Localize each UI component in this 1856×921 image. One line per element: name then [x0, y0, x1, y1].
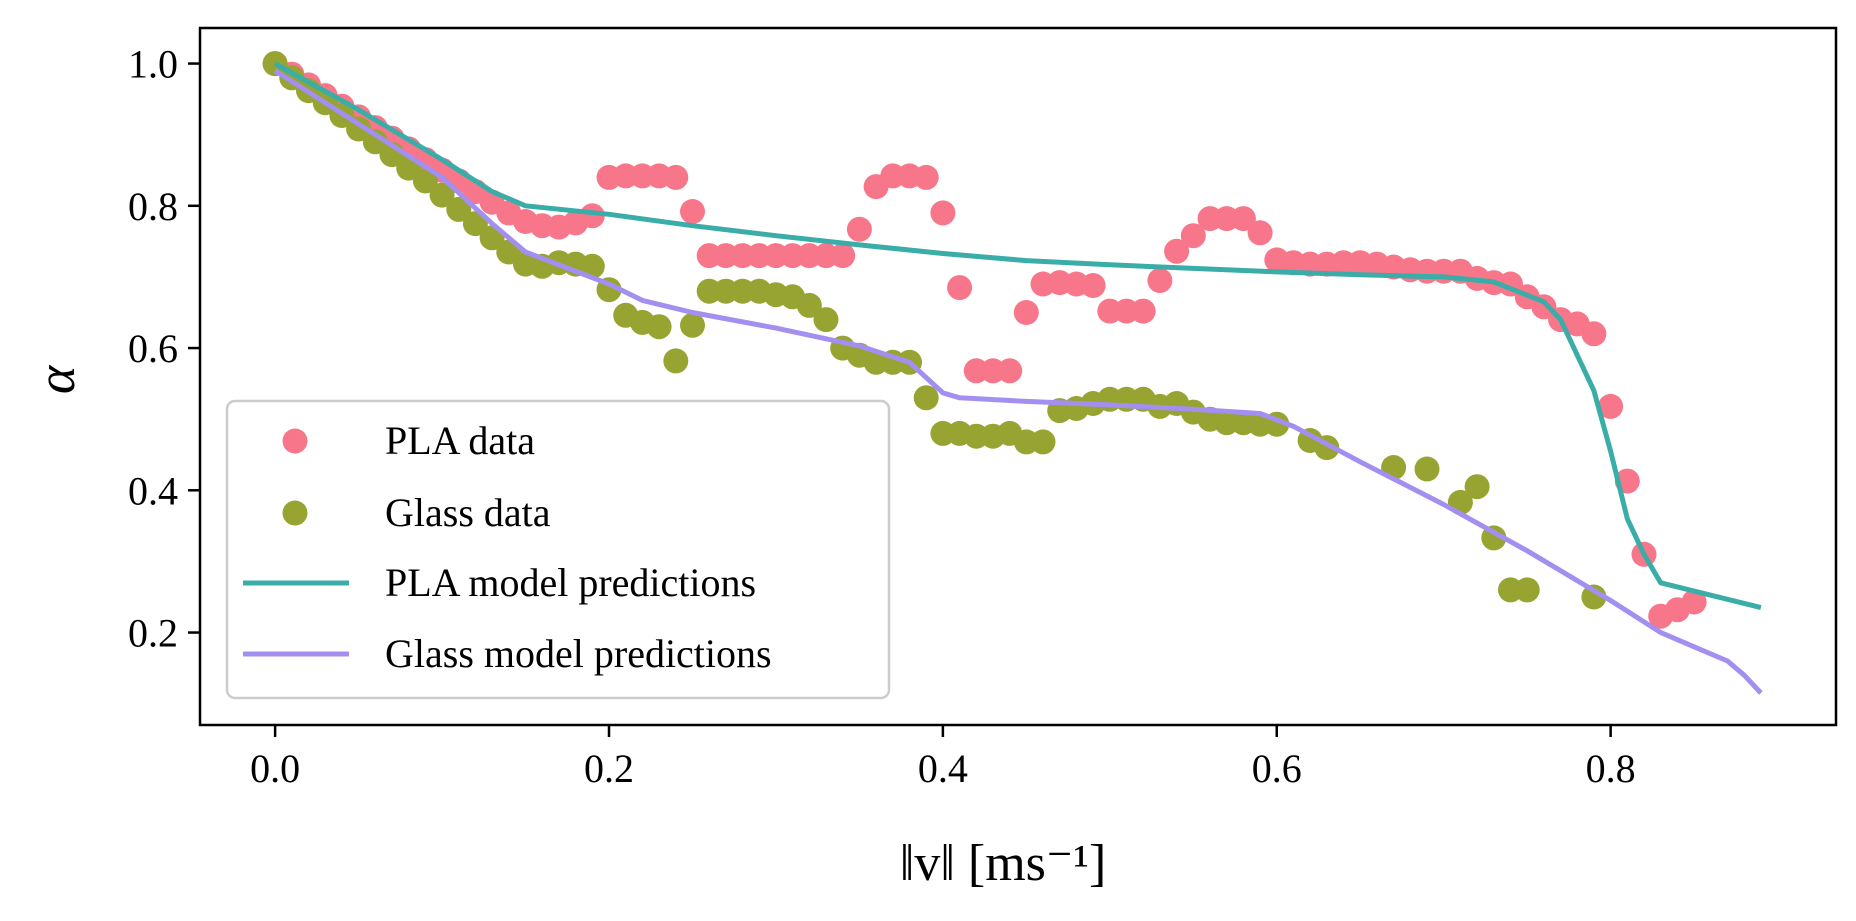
series-line-3: [273, 68, 1763, 695]
data-point: [1130, 298, 1156, 324]
data-point: [1180, 223, 1206, 249]
y-axis-label: α: [26, 364, 86, 394]
legend-label-glass-data: Glass data: [385, 490, 551, 535]
data-point: [663, 164, 689, 190]
x-tick-label: 0.8: [1586, 746, 1636, 791]
legend-label-pla-model: PLA model predictions: [385, 560, 756, 605]
plot-frame: [198, 26, 1838, 727]
data-point: [1147, 268, 1173, 293]
series-line-2: [273, 61, 1762, 611]
x-tick-label: 0.0: [250, 746, 300, 791]
legend-box: [225, 399, 891, 700]
data-point: [1681, 589, 1707, 615]
data-point: [1230, 206, 1256, 232]
y-tick-label: 0.8: [128, 184, 178, 229]
data-point: [913, 385, 939, 411]
data-point: [1414, 456, 1440, 482]
data-point: [446, 196, 472, 222]
data-point: [680, 312, 705, 338]
y-tick-label: 0.2: [128, 611, 178, 656]
data-point: [1080, 273, 1106, 298]
data-point: [1514, 577, 1540, 603]
data-point: [913, 164, 939, 190]
data-point: [646, 314, 672, 340]
data-point: [1030, 429, 1056, 455]
y-tick-label: 1.0: [128, 42, 178, 87]
data-point: [1581, 584, 1607, 610]
data-point: [1247, 220, 1273, 246]
x-tick-label: 0.6: [1252, 746, 1302, 791]
y-tick-label: 0.6: [128, 326, 178, 371]
data-layer: [262, 51, 1763, 695]
data-point: [429, 182, 455, 208]
data-point: [846, 216, 872, 242]
data-point: [1598, 393, 1624, 419]
legend-label-glass-model: Glass model predictions: [385, 631, 772, 676]
data-point: [1164, 238, 1190, 264]
legend: PLA data Glass data PLA model prediction…: [225, 399, 891, 700]
data-point: [947, 275, 973, 301]
data-point: [680, 199, 705, 224]
y-axis: 0.2 0.4 0.6 0.8 1.0: [128, 42, 200, 656]
legend-label-pla-data: PLA data: [385, 418, 535, 463]
data-point: [663, 348, 689, 374]
data-point: [1581, 321, 1607, 347]
data-point: [1013, 300, 1039, 325]
x-axis-label: ‖v‖ [ms⁻¹]: [900, 835, 1107, 892]
y-tick-label: 0.4: [128, 468, 178, 513]
data-point: [796, 292, 822, 318]
x-tick-label: 0.2: [584, 746, 634, 791]
legend-marker-pla-data: [282, 428, 308, 454]
legend-marker-glass-data: [282, 500, 308, 526]
data-point: [997, 358, 1023, 384]
data-point: [930, 200, 956, 226]
data-point: [412, 168, 438, 194]
x-axis: 0.0 0.2 0.4 0.6 0.8: [250, 725, 1636, 791]
data-point: [813, 307, 839, 333]
data-point: [462, 211, 488, 237]
x-tick-label: 0.4: [918, 746, 968, 791]
data-point: [1464, 474, 1490, 500]
data-point: [830, 243, 856, 269]
